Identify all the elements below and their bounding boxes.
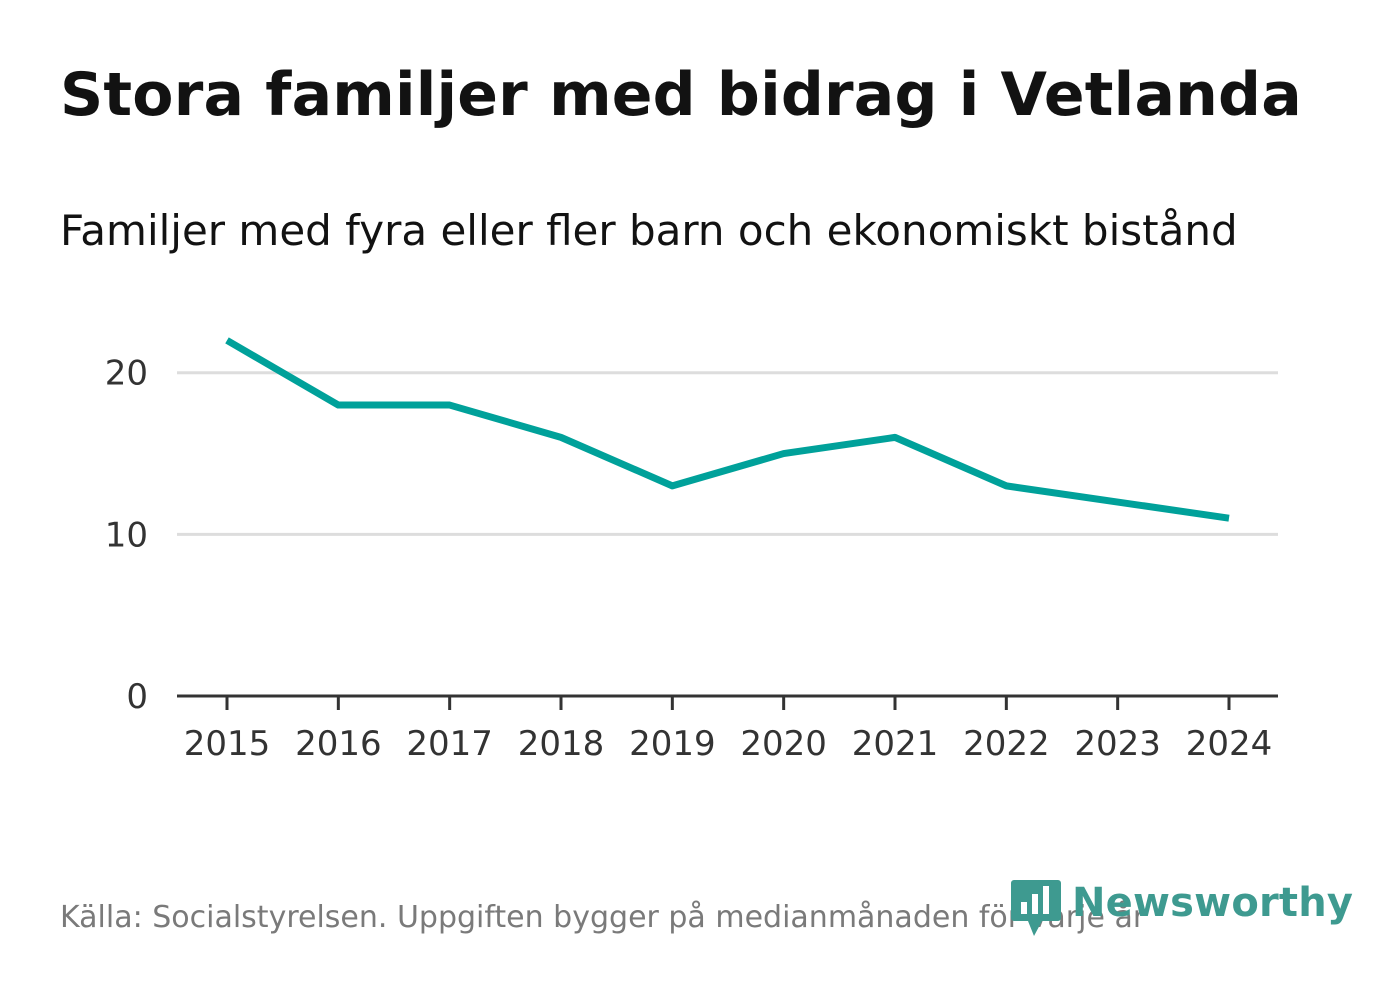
chart-title: Stora familjer med bidrag i Vetlanda — [60, 60, 1302, 130]
brand-name: Newsworthy — [1072, 880, 1354, 926]
y-tick-label-0: 0 — [126, 677, 148, 717]
x-tick-label-2020: 2020 — [740, 724, 827, 764]
x-tick-label-2018: 2018 — [518, 724, 605, 764]
source-note: Källa: Socialstyrelsen. Uppgiften bygger… — [60, 900, 1146, 935]
y-axis-labels: 0 10 20 — [105, 354, 148, 717]
x-tick-label-2024: 2024 — [1186, 724, 1273, 764]
x-tick-label-2021: 2021 — [852, 724, 939, 764]
x-tick-label-2023: 2023 — [1074, 724, 1161, 764]
y-tick-label-20: 20 — [105, 354, 148, 394]
x-tick-label-2019: 2019 — [629, 724, 716, 764]
series-line-0 — [225, 337, 1230, 522]
series-layer — [225, 337, 1230, 522]
x-tick-label-2015: 2015 — [184, 724, 271, 764]
gridlines — [177, 371, 1278, 536]
x-axis: 2015 2016 2017 2018 2019 2020 2021 2022 2023 2024 — [177, 694, 1278, 764]
x-tick-label-2017: 2017 — [406, 724, 493, 764]
x-tick-label-2022: 2022 — [963, 724, 1050, 764]
newsworthy-logo: Newsworthy — [1010, 878, 1353, 942]
x-tick-label-2016: 2016 — [295, 724, 382, 764]
y-tick-label-10: 10 — [105, 515, 148, 555]
chart-subtitle: Familjer med fyra eller fler barn och ek… — [60, 206, 1238, 255]
newsworthy-logo-icon — [1011, 880, 1061, 936]
